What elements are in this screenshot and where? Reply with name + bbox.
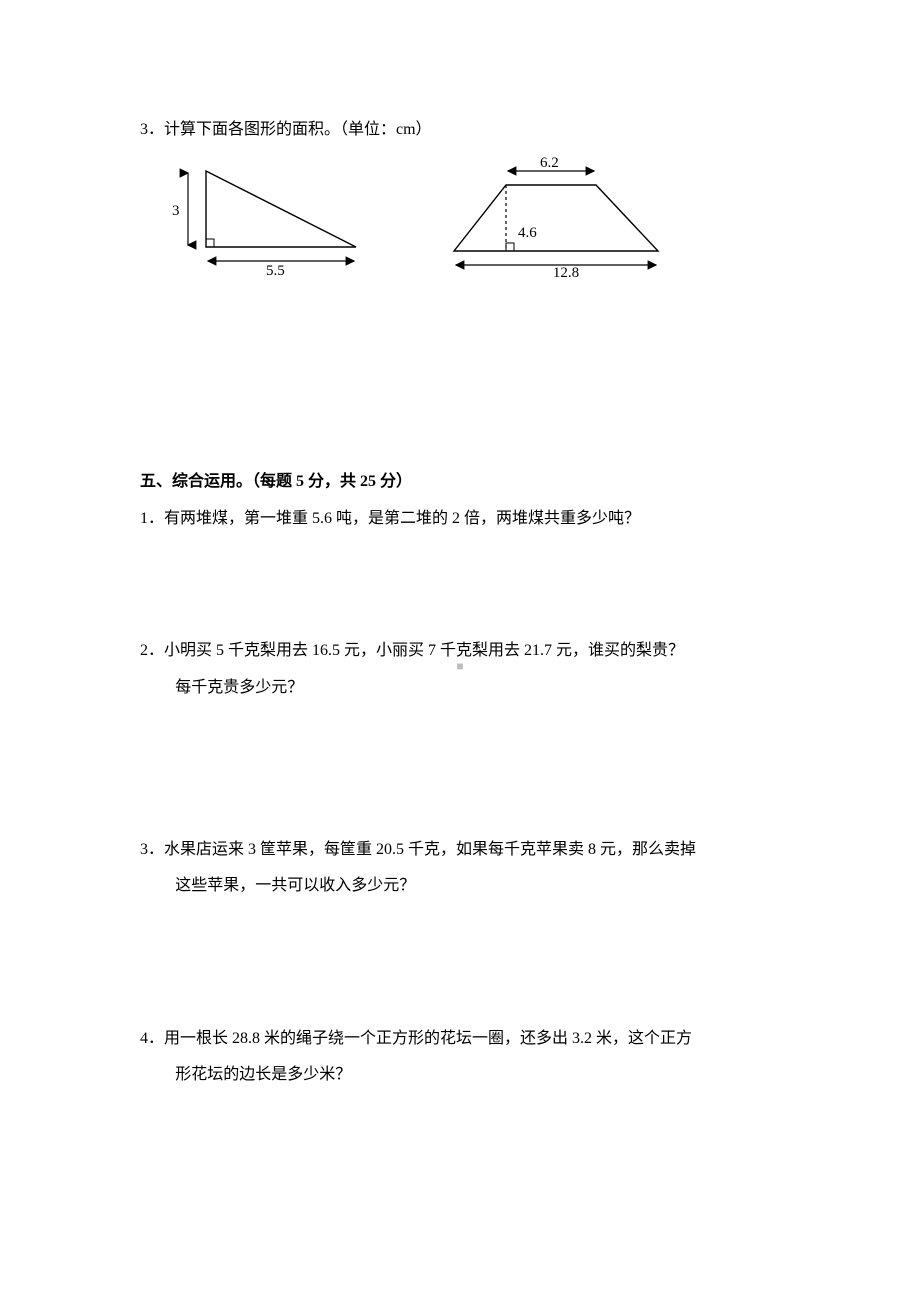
spacer	[140, 540, 780, 630]
section-5-heading: 五、综合运用。（每题 5 分，共 25 分）	[140, 467, 780, 497]
figures-row: 3 5.5 6.2 4.6	[166, 157, 780, 277]
trapezoid-top-label: 6.2	[540, 157, 559, 171]
problem-2-line1: 2．小明买 5 千克梨用去 16.5 元，小丽买 7 千克梨用去 21.7 元，…	[140, 636, 780, 666]
problem-4: 4．用一根长 28.8 米的绳子绕一个正方形的花坛一圈，还多出 3.2 米，这个…	[140, 1024, 780, 1091]
triangle-height-label: 3	[172, 203, 180, 219]
problem-4-line1: 4．用一根长 28.8 米的绳子绕一个正方形的花坛一圈，还多出 3.2 米，这个…	[140, 1024, 780, 1054]
spacer	[140, 908, 780, 1018]
problem-1-line1: 1．有两堆煤，第一堆重 5.6 吨，是第二堆的 2 倍，两堆煤共重多少吨？	[140, 504, 780, 534]
question-3-text: 3．计算下面各图形的面积。（单位：cm）	[140, 115, 780, 145]
problem-1: 1．有两堆煤，第一堆重 5.6 吨，是第二堆的 2 倍，两堆煤共重多少吨？	[140, 504, 780, 534]
trapezoid-figure: 6.2 4.6 12.8	[436, 157, 676, 277]
problem-3: 3．水果店运来 3 筐苹果，每筐重 20.5 千克，如果每千克苹果卖 8 元，那…	[140, 835, 780, 902]
triangle-figure: 3 5.5	[166, 159, 366, 277]
spacer	[140, 277, 780, 467]
problem-2-line2: 每千克贵多少元？	[140, 673, 780, 703]
trapezoid-bottom-label: 12.8	[553, 265, 579, 277]
problem-4-line2: 形花坛的边长是多少米？	[140, 1060, 780, 1090]
trapezoid-height-label: 4.6	[518, 225, 537, 241]
problem-3-line1: 3．水果店运来 3 筐苹果，每筐重 20.5 千克，如果每千克苹果卖 8 元，那…	[140, 835, 780, 865]
problem-3-line2: 这些苹果，一共可以收入多少元？	[140, 871, 780, 901]
triangle-base-label: 5.5	[266, 263, 285, 277]
document-page: 3．计算下面各图形的面积。（单位：cm）	[0, 0, 920, 1302]
spacer	[140, 709, 780, 829]
problem-2: 2．小明买 5 千克梨用去 16.5 元，小丽买 7 千克梨用去 21.7 元，…	[140, 636, 780, 703]
